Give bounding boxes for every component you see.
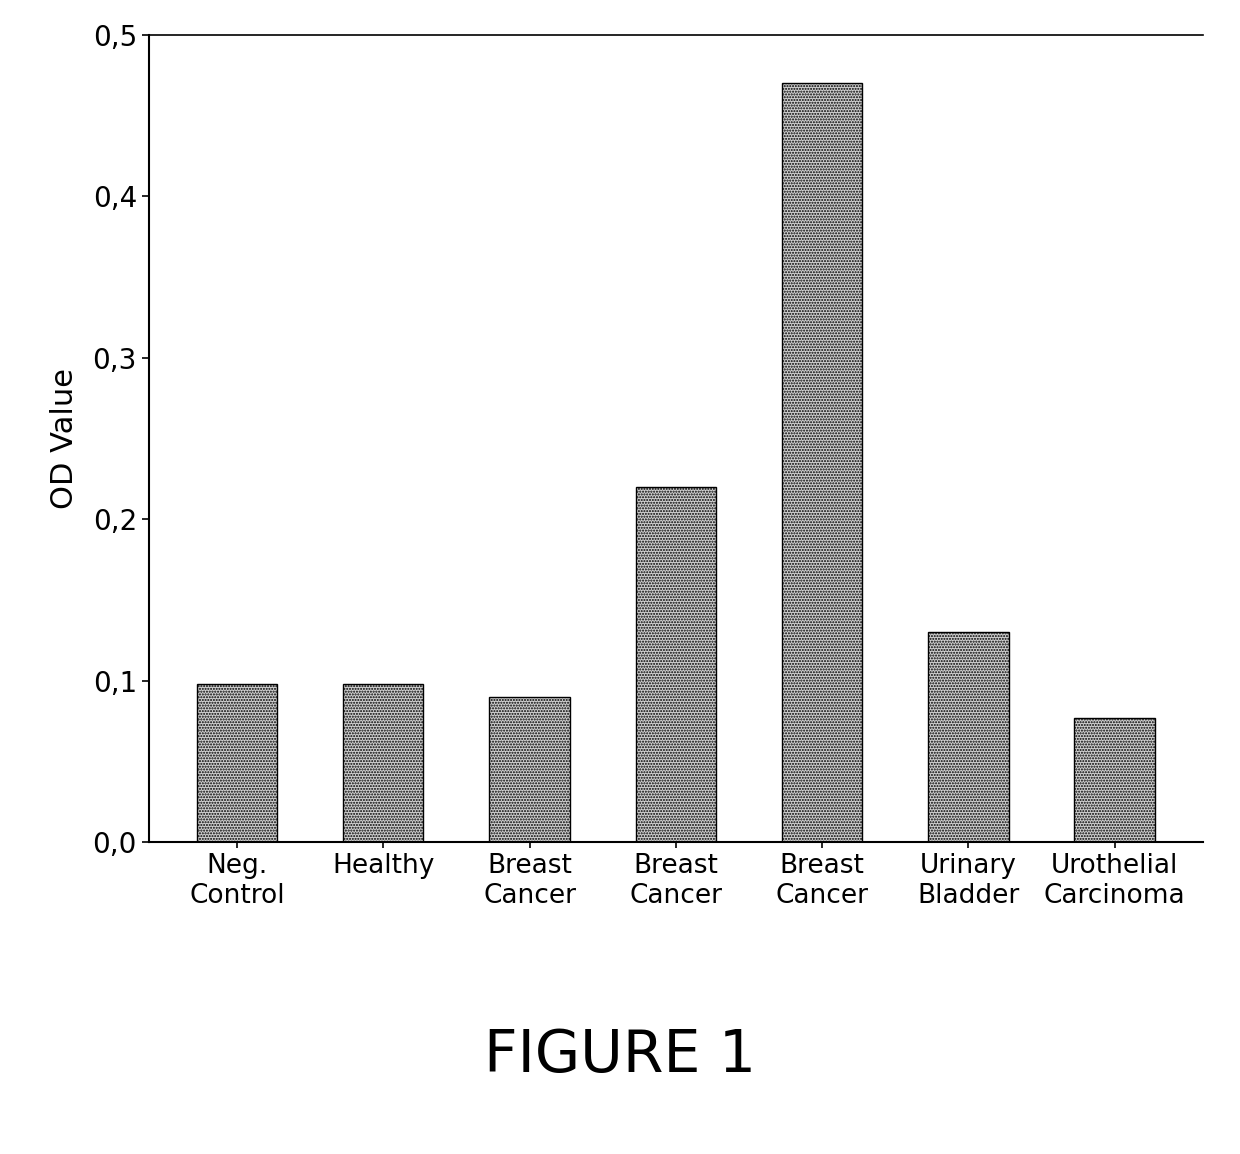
Bar: [197, 684, 278, 842]
Bar: [1074, 718, 1154, 842]
Bar: [636, 487, 715, 842]
Bar: [929, 632, 1008, 842]
Bar: [782, 83, 862, 842]
Bar: [343, 684, 423, 842]
Bar: [490, 697, 569, 842]
Text: FIGURE 1: FIGURE 1: [484, 1027, 756, 1085]
Y-axis label: OD Value: OD Value: [50, 368, 78, 509]
